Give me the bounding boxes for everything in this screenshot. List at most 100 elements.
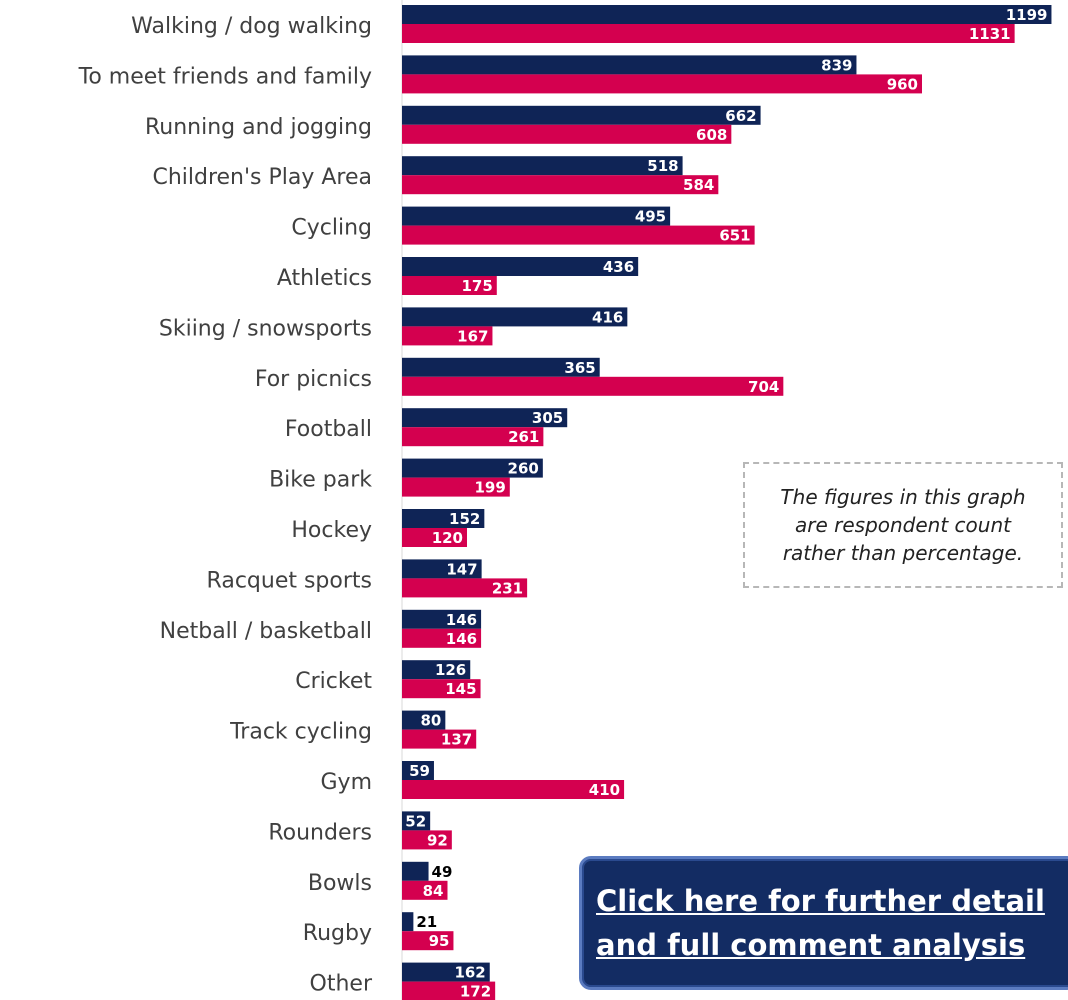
data-label-series1: 260 bbox=[508, 460, 539, 478]
data-label-series1: 1199 bbox=[1006, 6, 1048, 24]
bar-series1 bbox=[402, 509, 485, 528]
data-label-series1: 436 bbox=[603, 258, 634, 276]
data-label-series1: 839 bbox=[821, 56, 852, 74]
data-label-series1: 162 bbox=[454, 964, 485, 982]
category-label: Walking / dog walking bbox=[131, 14, 372, 39]
bar-series2 bbox=[402, 981, 496, 1000]
category-label: Rounders bbox=[268, 820, 372, 845]
category-label: To meet friends and family bbox=[78, 64, 372, 89]
bar-series2 bbox=[402, 225, 755, 245]
category-label: For picnics bbox=[255, 367, 372, 392]
category-label: Racquet sports bbox=[207, 568, 372, 593]
category-label: Rugby bbox=[303, 921, 372, 946]
category-label: Cricket bbox=[295, 669, 372, 694]
bar-series1 bbox=[402, 458, 543, 478]
data-label-series1: 365 bbox=[564, 359, 595, 377]
data-label-series2: 172 bbox=[460, 983, 491, 1000]
bar-series2 bbox=[402, 729, 477, 749]
bar-series1 bbox=[402, 912, 414, 932]
bar-series1 bbox=[402, 559, 482, 579]
data-label-series2: 146 bbox=[446, 630, 477, 648]
category-label: Skiing / snowsports bbox=[159, 316, 372, 341]
bar-series2 bbox=[402, 931, 454, 951]
category-label: Football bbox=[285, 417, 372, 442]
data-label-series2: 651 bbox=[719, 227, 750, 245]
data-label-series2: 960 bbox=[887, 75, 918, 93]
data-label-series2: 137 bbox=[441, 731, 472, 749]
data-label-series1: 305 bbox=[532, 409, 563, 427]
category-label: Cycling bbox=[291, 216, 372, 241]
bar-series1 bbox=[402, 660, 471, 680]
data-label-series2: 175 bbox=[461, 277, 492, 295]
data-label-series2: 608 bbox=[696, 126, 727, 144]
bar-series1 bbox=[402, 861, 429, 881]
further-detail-link-button[interactable]: Click here for further detail and full c… bbox=[579, 856, 1068, 990]
bar-series1 bbox=[402, 156, 683, 176]
bar-series1 bbox=[402, 357, 600, 377]
data-label-series1: 518 bbox=[647, 157, 678, 175]
bar-series2 bbox=[402, 477, 510, 497]
bar-series2 bbox=[402, 24, 1015, 43]
bar-series1 bbox=[402, 105, 761, 125]
category-label: Hockey bbox=[291, 518, 372, 543]
data-label-series1: 49 bbox=[432, 863, 453, 881]
data-label-series1: 146 bbox=[446, 611, 477, 629]
bar-series1 bbox=[402, 55, 857, 75]
bar-series1 bbox=[402, 307, 628, 327]
data-label-series1: 59 bbox=[409, 762, 430, 780]
data-label-series1: 152 bbox=[449, 510, 480, 528]
bar-series2 bbox=[402, 880, 448, 900]
data-label-series1: 52 bbox=[405, 812, 426, 830]
data-label-series1: 80 bbox=[420, 712, 441, 730]
bar-series2 bbox=[402, 326, 493, 346]
data-label-series1: 21 bbox=[416, 913, 437, 931]
data-label-series2: 199 bbox=[474, 479, 505, 497]
bar-series1 bbox=[402, 761, 434, 780]
bar-series2 bbox=[402, 578, 528, 598]
data-label-series1: 147 bbox=[446, 560, 477, 578]
bar-series1 bbox=[402, 206, 671, 226]
data-label-series2: 261 bbox=[508, 428, 539, 446]
data-label-series2: 231 bbox=[492, 579, 523, 597]
data-label-series1: 126 bbox=[435, 661, 466, 679]
bar-series2 bbox=[402, 830, 452, 850]
data-label-series2: 84 bbox=[423, 882, 444, 900]
bar-series1 bbox=[402, 962, 490, 982]
bar-series1 bbox=[402, 609, 482, 629]
data-label-series2: 95 bbox=[429, 932, 450, 950]
data-label-series2: 1131 bbox=[969, 25, 1011, 43]
category-label: Gym bbox=[321, 770, 373, 795]
bar-series2 bbox=[402, 628, 482, 648]
bar-series2 bbox=[402, 427, 544, 447]
category-label: Athletics bbox=[277, 266, 372, 291]
bar-series1 bbox=[402, 257, 639, 276]
category-label: Track cycling bbox=[229, 720, 372, 745]
bar-series2 bbox=[402, 679, 481, 699]
bar-series1 bbox=[402, 710, 446, 730]
bar-series2 bbox=[402, 376, 784, 396]
category-label: Bowls bbox=[308, 871, 372, 896]
bar-series1 bbox=[402, 5, 1052, 24]
category-label: Netball / basketball bbox=[160, 619, 372, 644]
data-label-series2: 145 bbox=[445, 680, 476, 698]
bar-series1 bbox=[402, 811, 431, 831]
bar-series2 bbox=[402, 74, 922, 94]
category-label: Children's Play Area bbox=[152, 165, 372, 190]
data-label-series1: 416 bbox=[592, 308, 623, 326]
data-label-series2: 92 bbox=[427, 831, 448, 849]
further-detail-link-line1[interactable]: Click here for further detail bbox=[596, 884, 1045, 918]
further-detail-link-line2[interactable]: and full comment analysis bbox=[596, 928, 1026, 962]
bar-series2 bbox=[402, 528, 467, 547]
data-label-series2: 167 bbox=[457, 327, 488, 345]
bar-series2 bbox=[402, 276, 497, 295]
respondent-count-note: The figures in this graph are respondent… bbox=[743, 462, 1063, 588]
data-label-series2: 410 bbox=[589, 781, 620, 799]
data-label-series1: 495 bbox=[635, 208, 666, 226]
data-label-series2: 704 bbox=[748, 378, 779, 396]
bar-series2 bbox=[402, 175, 719, 195]
bar-series2 bbox=[402, 124, 732, 144]
category-label: Other bbox=[310, 972, 373, 997]
bar-series1 bbox=[402, 408, 568, 428]
data-label-series2: 120 bbox=[432, 529, 463, 547]
